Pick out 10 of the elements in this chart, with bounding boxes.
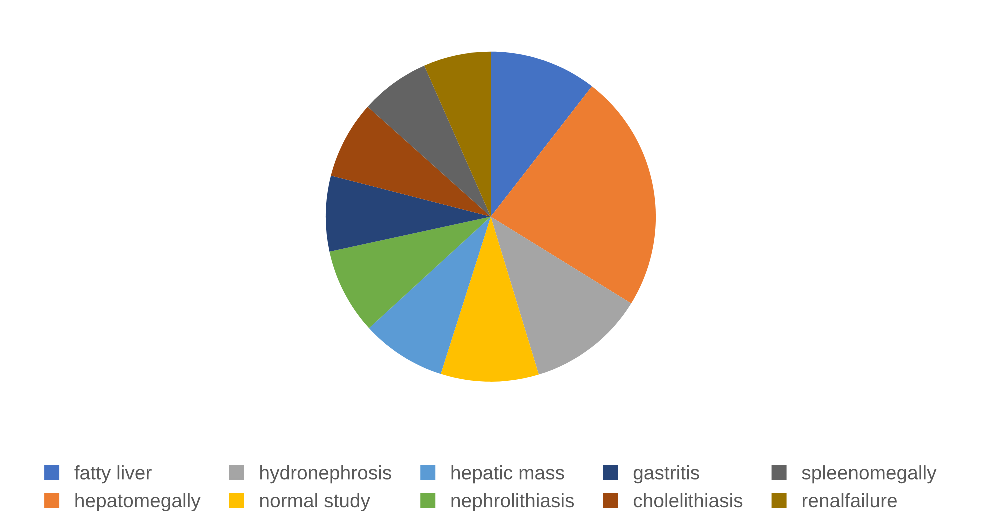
legend-label: fatty liver <box>74 466 152 484</box>
legend-label: gastritis <box>634 466 700 484</box>
legend-label: nephrolithiasis <box>452 493 574 512</box>
legend-label: hydronephrosis <box>260 466 392 484</box>
legend-label: hepatic mass <box>452 466 564 484</box>
legend-label: hepatomegally <box>76 493 201 512</box>
legend-label: spleenomegally <box>802 466 937 484</box>
legend-label: renalfailure <box>802 493 897 508</box>
legend-label: normal study <box>260 493 370 512</box>
legend-label: cholelithiasis <box>634 493 743 508</box>
